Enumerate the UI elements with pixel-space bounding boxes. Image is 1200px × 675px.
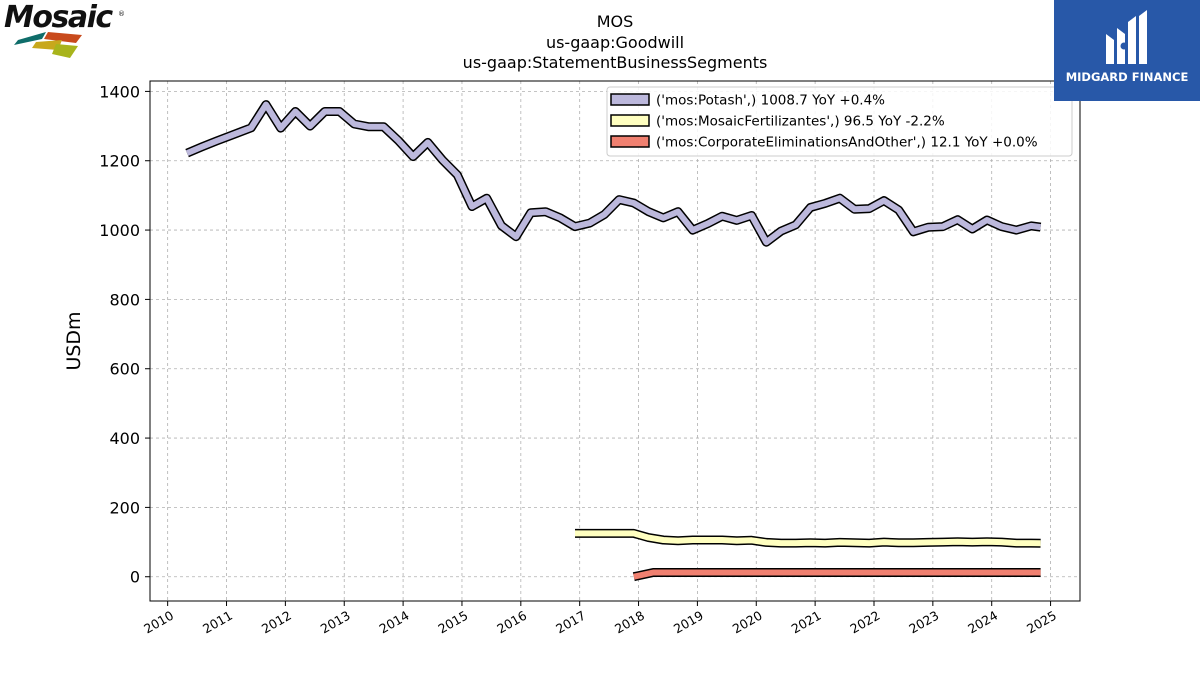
chart-title-line-2: us-gaap:Goodwill xyxy=(546,33,684,52)
y-tick-label: 200 xyxy=(109,498,140,517)
x-tick-label: 2021 xyxy=(789,608,824,637)
grid xyxy=(150,81,1080,601)
mosaic-logo-mark-icon xyxy=(14,32,82,58)
legend: ('mos:Potash',) 1008.7 YoY +0.4% ('mos:Mo… xyxy=(606,86,1073,157)
midgard-finance-logo: MIDGARD FINANCE xyxy=(1054,0,1200,101)
y-tick-label: 1400 xyxy=(99,82,140,101)
chart-title-line-3: us-gaap:StatementBusinessSegments xyxy=(463,53,768,72)
y-tick-label: 1200 xyxy=(99,152,140,171)
x-tick-label: 2025 xyxy=(1024,608,1059,637)
legend-swatch xyxy=(610,135,650,148)
x-tick-label: 2020 xyxy=(730,608,765,637)
x-tick-label: 2014 xyxy=(377,608,412,637)
x-tick-label: 2023 xyxy=(906,608,941,637)
y-axis-label: USDm xyxy=(63,311,85,370)
chart-title-line-1: MOS xyxy=(597,12,634,31)
mosaic-logo: Mosaic ® xyxy=(4,0,126,60)
midgard-logo-mark-icon xyxy=(1106,10,1147,64)
x-tick-label: 2024 xyxy=(965,608,1000,637)
x-tick-label: 2010 xyxy=(141,608,176,637)
midgard-logo-text: MIDGARD FINANCE xyxy=(1065,70,1189,84)
series-layer xyxy=(185,100,1042,582)
legend-box xyxy=(606,86,1073,157)
legend-label: ('mos:MosaicFertilizantes',) 96.5 YoY -2… xyxy=(656,114,945,130)
series-line-1 xyxy=(575,530,1041,547)
x-tick-label: 2017 xyxy=(553,608,588,637)
x-axis: 2010 2011 2012 2013 2014 2015 2016 2017 2018 2019… xyxy=(141,601,1059,637)
x-tick-label: 2015 xyxy=(435,608,470,637)
series-line-0 xyxy=(185,101,1041,246)
x-tick-label: 2012 xyxy=(259,608,294,637)
mosaic-logo-text: Mosaic xyxy=(4,0,113,35)
y-tick-label: 600 xyxy=(109,360,140,379)
y-tick-label: 800 xyxy=(109,290,140,309)
x-tick-label: 2016 xyxy=(494,608,529,637)
series-line-2 xyxy=(633,569,1041,580)
x-tick-label: 2018 xyxy=(612,608,647,637)
legend-swatch xyxy=(610,93,650,106)
legend-label: ('mos:Potash',) 1008.7 YoY +0.4% xyxy=(656,93,885,109)
legend-label: ('mos:CorporateEliminationsAndOther',) 1… xyxy=(656,135,1038,151)
x-tick-label: 2019 xyxy=(671,608,706,637)
mosaic-logo-registered: ® xyxy=(118,10,125,18)
y-tick-label: 1000 xyxy=(99,221,140,240)
y-tick-label: 400 xyxy=(109,429,140,448)
plot-frame xyxy=(149,80,1081,602)
legend-swatch xyxy=(610,114,650,127)
y-tick-label: 0 xyxy=(130,568,140,587)
x-tick-label: 2022 xyxy=(847,608,882,637)
x-tick-label: 2013 xyxy=(318,608,353,637)
x-tick-label: 2011 xyxy=(200,608,235,637)
y-axis: 0 200 400 600 800 1000 1200 1400 xyxy=(99,82,150,587)
